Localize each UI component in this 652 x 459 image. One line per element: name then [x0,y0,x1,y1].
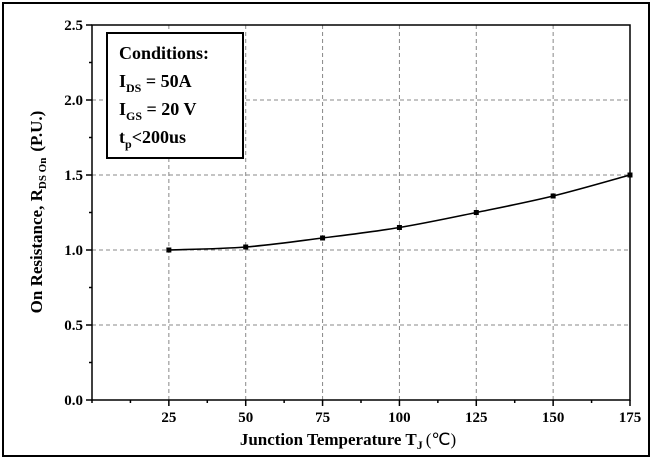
x-tick-label: 175 [619,410,642,426]
x-axis-title: Junction Temperature TJ (℃) [240,430,456,452]
y-tick-label: 2.5 [64,18,83,34]
data-point [320,235,326,241]
y-axis-title: On Resistance, RDS On(P.U.) [27,111,49,314]
condition-tp: tp<200us [119,127,186,151]
data-point [627,172,633,178]
conditions-box-border [106,32,244,159]
y-tick-label: 2.0 [64,93,83,109]
x-tick-label: 25 [161,410,176,426]
conditions-title: Conditions: [119,43,209,63]
data-point [166,247,172,253]
y-tick-label: 1.0 [64,243,83,259]
series [166,172,633,253]
data-point [243,244,249,250]
x-tick-label: 50 [238,410,253,426]
conditions-box: Conditions: IDS = 50A IGS = 20 V tp<200u… [106,32,244,159]
grid-lines [92,25,630,400]
y-tick-label: 1.5 [64,168,83,184]
data-point [396,225,402,230]
condition-igs: IGS = 20 V [119,99,196,123]
condition-ids: IDS = 50A [119,71,192,95]
y-tick-label: 0.5 [64,318,83,334]
y-tick-label: 0.0 [64,393,83,409]
x-tick-label: 125 [465,410,488,426]
data-point [550,193,556,199]
x-tick-label: 75 [315,410,330,426]
x-tick-label: 150 [542,410,565,426]
x-tick-label: 100 [388,410,411,426]
tick-marks: 25 50 75 100 125 150 175 0.0 0.5 1.0 1.5 2.0 2.5 [64,18,641,426]
data-point [473,210,479,215]
